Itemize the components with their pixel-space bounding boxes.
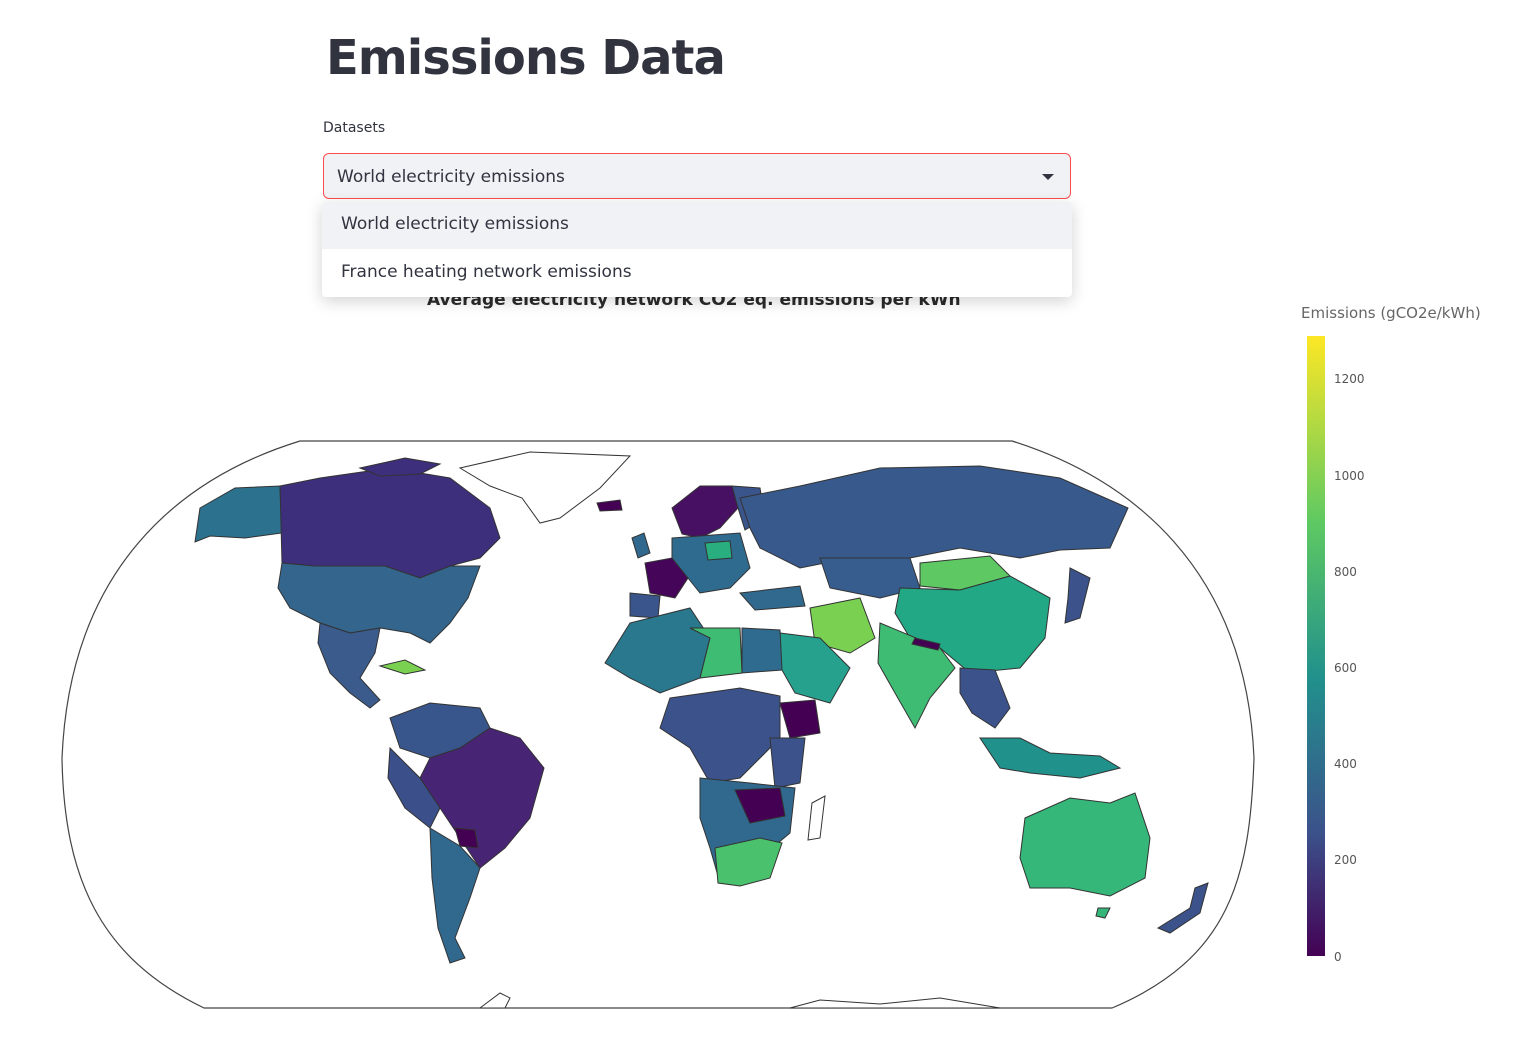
country-nepal [911,637,941,651]
country-china [894,575,1051,674]
country-ethiopia [779,699,821,739]
country-alaska [194,485,283,543]
country-new-zealand [1156,882,1209,934]
chevron-down-icon[interactable] [1042,174,1054,180]
country-spain [629,592,661,619]
country-zambia [734,787,786,824]
country-poland [704,540,733,561]
colorbar-tick: 200 [1334,853,1357,867]
country-norway-sweden [671,485,739,539]
country-iceland [596,499,623,512]
country-east-africa [769,737,806,789]
country-australia [1019,792,1151,897]
datasets-label: Datasets [323,120,386,136]
country-united-states [277,562,481,644]
country-turkey [738,585,806,611]
country-greenland [458,451,632,524]
country-algeria [604,607,711,694]
dropdown-option-world-electricity[interactable]: World electricity emissions [322,202,1072,249]
dropdown-option-france-heating[interactable]: France heating network emissions [341,262,632,282]
colorbar-tick: 400 [1334,757,1357,771]
country-argentina [429,827,481,964]
colorbar-tick: 1000 [1334,469,1365,483]
region-antarctica [478,992,1001,1009]
datasets-select-value: World electricity emissions [337,167,565,187]
colorbar-tick: 0 [1334,950,1342,964]
country-libya [689,627,743,679]
country-paraguay [454,827,479,849]
country-indonesia [979,737,1122,779]
country-united-kingdom [631,532,651,559]
page-title: Emissions Data [326,30,726,86]
country-canada-islands [358,457,442,477]
colorbar [1307,336,1325,956]
country-central-africa [659,687,781,784]
colorbar-tick: 800 [1334,565,1357,579]
country-russia [739,465,1129,569]
country-cuba [378,659,427,675]
colorbar-tick: 1200 [1334,372,1365,386]
world-choropleth-map[interactable] [60,438,1256,1012]
country-tasmania [1095,907,1111,919]
country-egypt [741,627,783,674]
colorbar-title: Emissions (gCO2e/kWh) [1301,304,1481,322]
country-southeast-asia [959,667,1011,729]
country-south-africa [714,837,783,887]
datasets-dropdown-menu: World electricity emissions France heati… [322,202,1072,297]
country-mexico [317,622,381,709]
datasets-select[interactable]: World electricity emissions [323,153,1071,199]
country-madagascar [807,795,826,841]
country-japan [1064,567,1091,624]
country-france [644,557,689,599]
colorbar-tick: 600 [1334,661,1357,675]
